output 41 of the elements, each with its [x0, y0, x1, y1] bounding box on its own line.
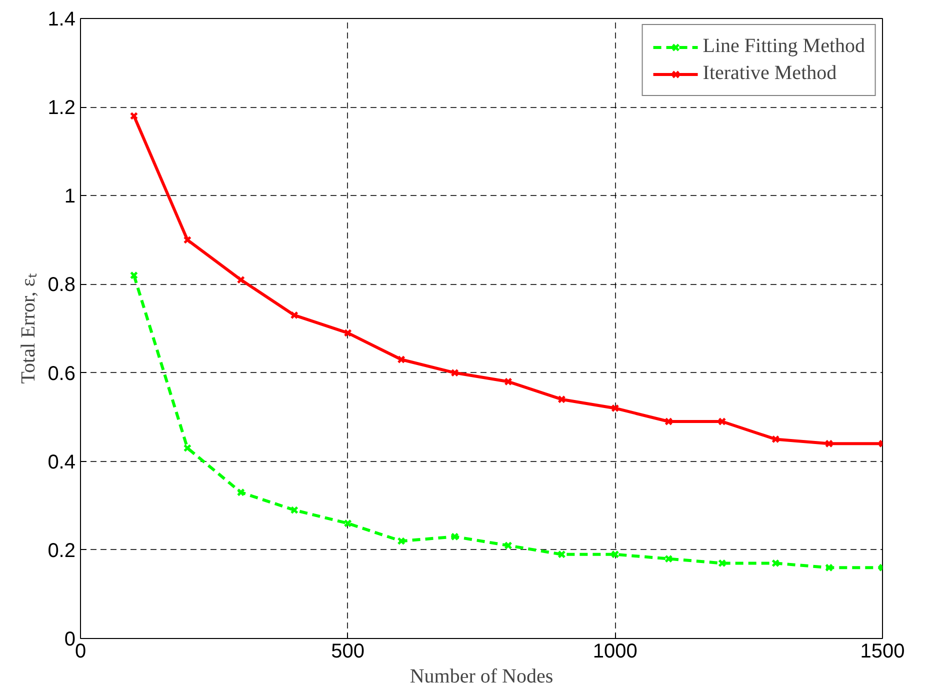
point [824, 564, 834, 572]
point [718, 559, 726, 568]
point [290, 311, 298, 320]
point [397, 536, 406, 546]
legend-label: Line Fitting Method [702, 35, 865, 58]
y-axis-title: Total Error, εₜ [18, 273, 40, 384]
y-tick-label: 1.2 [48, 97, 76, 120]
point [504, 541, 512, 550]
point [344, 519, 352, 528]
y-tick-label: 0.2 [48, 540, 76, 562]
point [130, 271, 138, 280]
point [344, 328, 352, 338]
point [611, 404, 620, 412]
y-tick-label: 1.4 [48, 8, 76, 30]
x-tick-label: 1000 [592, 640, 638, 662]
point [236, 488, 245, 496]
point [664, 554, 673, 563]
y-tick-label: 1 [64, 186, 76, 208]
point [824, 440, 834, 448]
x-axis-title: Number of Nodes [410, 666, 554, 688]
point [450, 368, 459, 377]
point [290, 506, 298, 514]
point [664, 417, 673, 426]
point [718, 417, 726, 426]
y-tick-label: 0.8 [48, 274, 76, 296]
point [504, 378, 512, 386]
point [558, 395, 566, 404]
point [450, 532, 459, 541]
point [397, 355, 406, 364]
point [771, 435, 780, 444]
legend-label: Iterative Method [702, 62, 837, 85]
point [183, 236, 192, 244]
point [236, 276, 245, 284]
y-tick-label: 0.6 [48, 362, 76, 385]
x-tick-label: 1500 [860, 640, 905, 662]
point [183, 444, 192, 452]
x-tick-label: 500 [331, 640, 365, 662]
point [558, 550, 566, 558]
y-tick-label: 0.4 [48, 451, 76, 474]
point [771, 559, 780, 568]
point [611, 550, 620, 558]
